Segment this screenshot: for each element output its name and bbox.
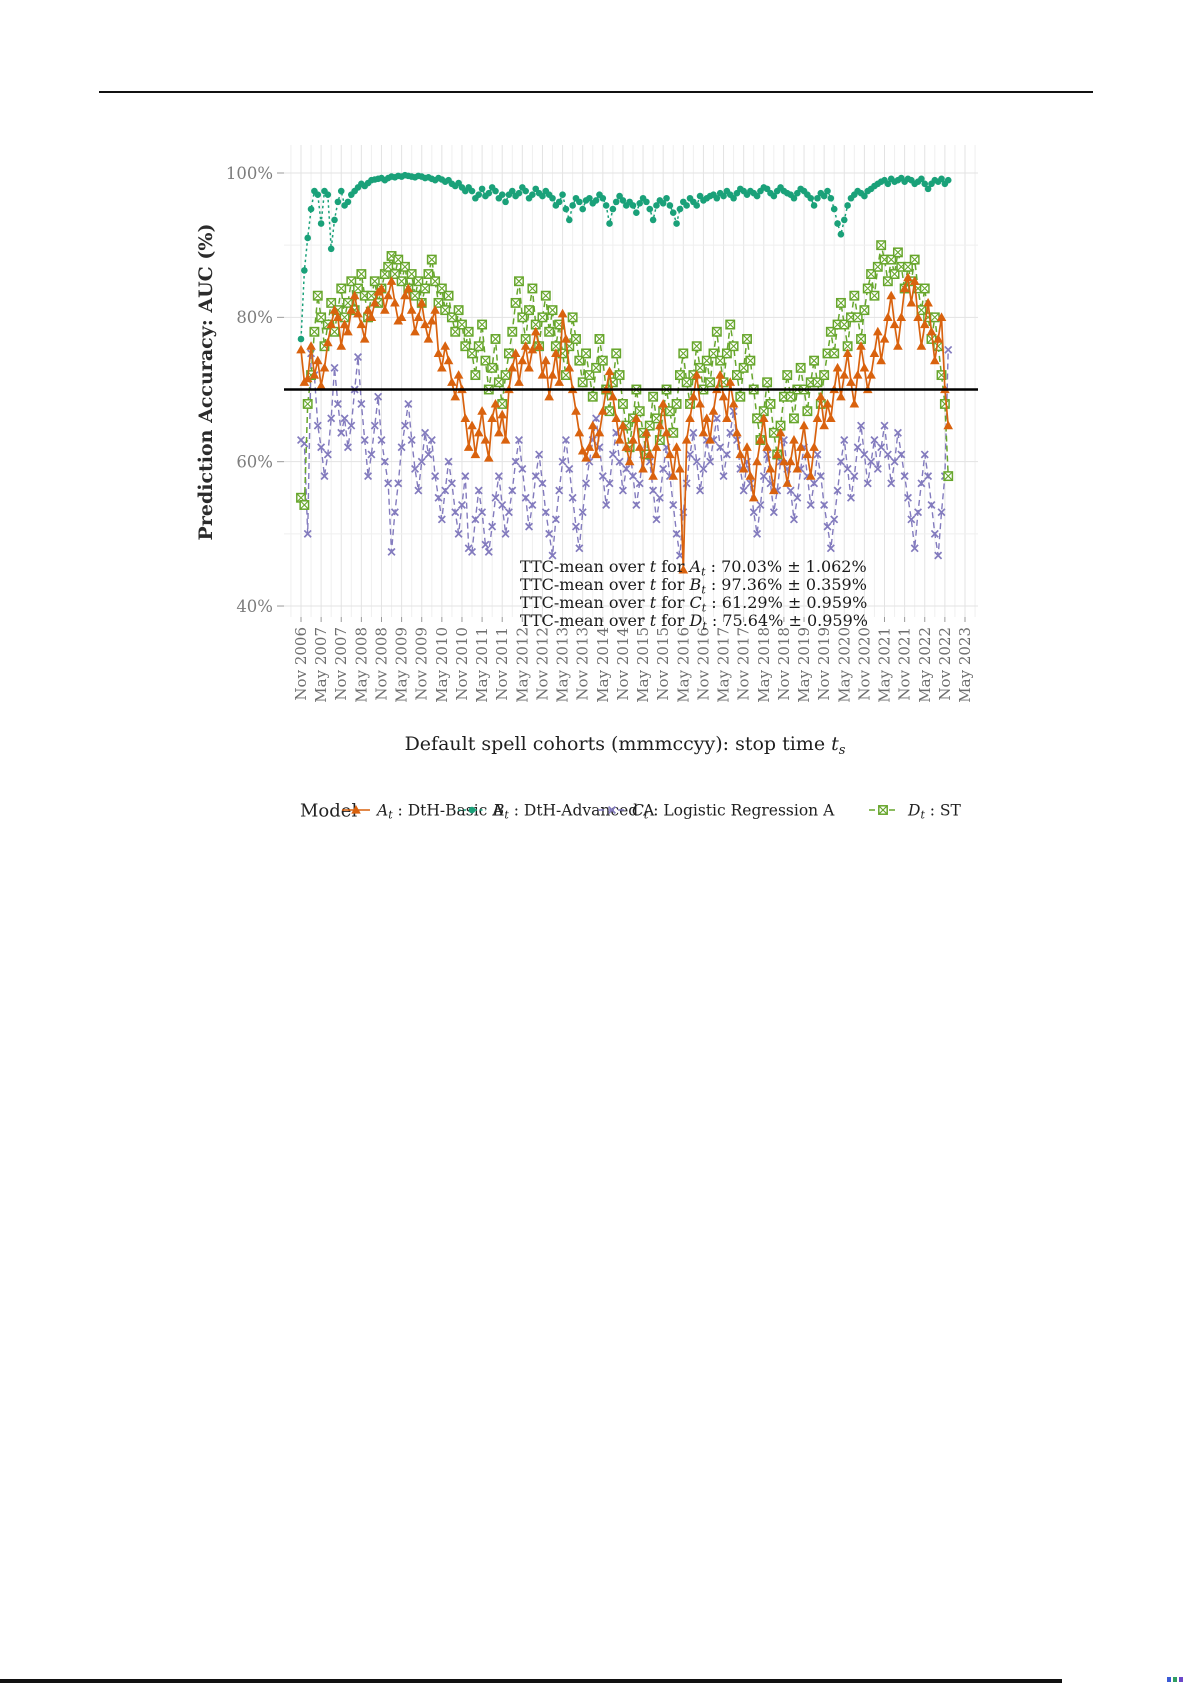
series-a xyxy=(296,272,954,574)
x-tick-label: Nov 2006 xyxy=(292,627,310,701)
gridlines xyxy=(284,145,978,617)
x-tick-label: May 2017 xyxy=(715,627,733,703)
series-d xyxy=(296,240,954,510)
x-tick-label: Nov 2022 xyxy=(936,627,954,701)
x-tick-label: Nov 2014 xyxy=(614,627,632,701)
x-tick-label: May 2011 xyxy=(473,627,491,703)
page-edge-fragment xyxy=(1167,1677,1183,1682)
legend-item-label: Bt : DtH-Advanced A xyxy=(492,801,655,820)
x-tick-label: May 2008 xyxy=(352,627,370,703)
x-axis-title: Default spell cohorts (mmmccyy): stop ti… xyxy=(405,733,846,758)
legend-item-d: Dt : ST xyxy=(869,801,962,821)
series-a-line xyxy=(300,277,950,570)
ttc-mean-line: TTC-mean over t for Bt : 97.36% ± 0.359% xyxy=(520,575,867,597)
x-tick-label: May 2018 xyxy=(755,627,773,703)
auc-time-series-chart: 40% 60% 80% 100% Nov 2006 May 2007 Nov 2007 May… xyxy=(185,120,1025,821)
x-tick-label: Nov 2018 xyxy=(775,627,793,701)
fragment-dot-blue xyxy=(1167,1677,1171,1682)
y-axis: 40% 60% 80% 100% xyxy=(226,164,284,616)
legend-title: Model xyxy=(300,800,357,820)
x-tick-label: May 2007 xyxy=(312,627,330,703)
x-tick-label: Nov 2020 xyxy=(855,627,873,701)
legend-item-label: Ct : Logistic Regression A xyxy=(632,801,835,820)
x-tick-label: Nov 2017 xyxy=(735,627,753,701)
x-tick-label: May 2023 xyxy=(956,627,974,703)
x-tick-label: Nov 2021 xyxy=(896,627,914,701)
x-tick-label: Nov 2007 xyxy=(332,627,350,701)
series-b xyxy=(297,171,952,343)
x-tick-label: Nov 2016 xyxy=(694,627,712,701)
ttc-mean-annotation: TTC-mean over t for At : 70.03% ± 1.062%… xyxy=(520,557,868,633)
ttc-mean-line: TTC-mean over t for At : 70.03% ± 1.062% xyxy=(520,557,867,579)
legend-item-a: At : DtH-Basic A xyxy=(342,801,504,821)
x-tick-label: Nov 2019 xyxy=(815,627,833,701)
x-tick-label: May 2014 xyxy=(594,627,612,703)
legend-item-c: Ct : Logistic Regression A xyxy=(598,801,835,821)
y-tick-label: 100% xyxy=(226,164,273,183)
x-tick-label: Nov 2009 xyxy=(413,627,431,701)
series-c-line xyxy=(300,349,949,556)
y-tick-label: 60% xyxy=(236,452,273,471)
x-axis: Nov 2006 May 2007 Nov 2007 May 2008 Nov 2008… xyxy=(292,617,974,703)
x-tick-label: Nov 2008 xyxy=(372,627,390,701)
x-tick-label: May 2021 xyxy=(876,627,894,703)
legend-item-b: Bt : DtH-Advanced A xyxy=(458,801,655,821)
y-axis-title: Prediction Accuracy: AUC (%) xyxy=(195,224,217,541)
chart-canvas: 40%60%80%100%Nov 2006 May 2007 Nov 2007 May… xyxy=(195,145,978,821)
top-rule xyxy=(99,91,1093,93)
x-tick-label: May 2020 xyxy=(835,627,853,703)
x-tick-label: May 2022 xyxy=(916,627,934,703)
x-tick-label: Nov 2010 xyxy=(453,627,471,701)
series-b-markers xyxy=(297,171,952,343)
fragment-dot-green xyxy=(1173,1677,1177,1682)
series-d-markers xyxy=(296,240,954,510)
y-tick-label: 40% xyxy=(236,597,273,616)
x-tick-label: Nov 2012 xyxy=(533,627,551,701)
series-a-markers xyxy=(296,272,954,574)
y-tick-label: 80% xyxy=(236,308,273,327)
x-tick-label: May 2012 xyxy=(513,627,531,703)
x-tick-label: Nov 2011 xyxy=(493,627,511,701)
fragment-dot-purple xyxy=(1179,1677,1183,1682)
legend: Model At : DtH-Basic ABt : DtH-Advanced A… xyxy=(300,800,962,821)
x-tick-label: May 2013 xyxy=(554,627,572,703)
ttc-mean-line: TTC-mean over t for Ct : 61.29% ± 0.959% xyxy=(520,593,867,615)
x-tick-label: May 2019 xyxy=(795,627,813,703)
x-tick-label: Nov 2013 xyxy=(574,627,592,701)
legend-item-label: Dt : ST xyxy=(907,801,962,820)
x-tick-label: May 2009 xyxy=(393,627,411,703)
x-tick-label: Nov 2015 xyxy=(654,627,672,701)
bottom-rule xyxy=(0,1679,1062,1683)
ttc-mean-line: TTC-mean over t for Dt : 75.64% ± 0.959% xyxy=(520,611,868,633)
legend-item-label: At : DtH-Basic A xyxy=(375,801,504,820)
x-tick-label: May 2015 xyxy=(634,627,652,703)
x-tick-label: May 2010 xyxy=(433,627,451,703)
x-tick-label: May 2016 xyxy=(674,627,692,703)
